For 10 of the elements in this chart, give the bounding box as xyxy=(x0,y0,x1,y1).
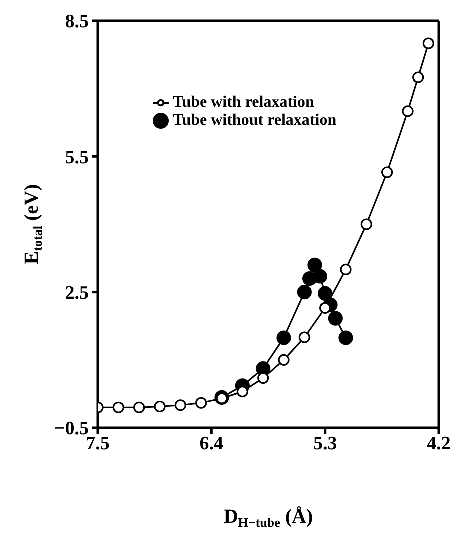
x-tick-label: 6.4 xyxy=(200,433,224,454)
y-tick-label: 8.5 xyxy=(65,12,89,33)
x-tick-label: 4.2 xyxy=(427,433,451,454)
y-tick-label: 2.5 xyxy=(65,283,89,304)
y-tick-label: 5.5 xyxy=(65,147,89,168)
legend-label: Tube with relaxation xyxy=(173,94,314,111)
legend-label: Tube without relaxation xyxy=(173,112,337,129)
x-tick-label: 5.3 xyxy=(313,433,338,454)
x-axis-title: D$_{H−tube}$ (Å) xyxy=(224,506,314,530)
x-tick-label: 7.5 xyxy=(86,433,110,454)
